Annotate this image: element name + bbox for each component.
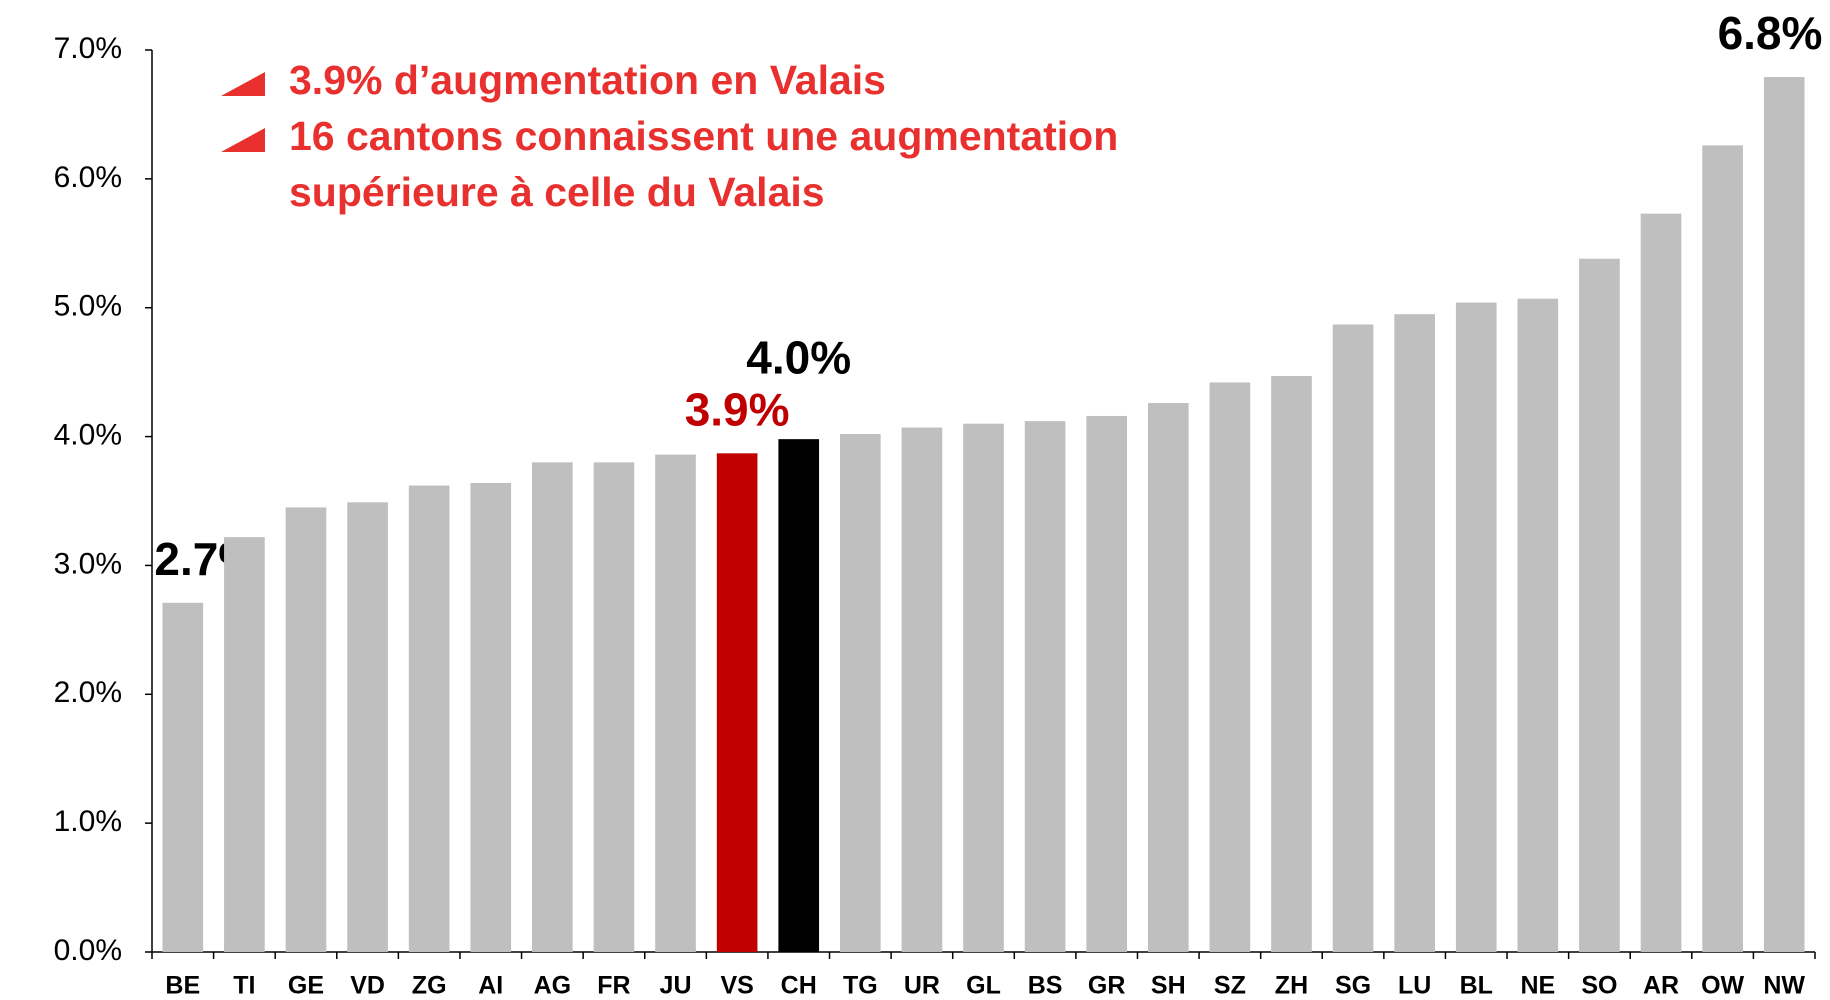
- x-tick-label: BS: [1028, 972, 1063, 1000]
- x-tick-label: SZ: [1214, 972, 1246, 1000]
- x-tick-label: GE: [288, 972, 324, 1000]
- x-tick-label: BE: [165, 972, 200, 1000]
- bar: [963, 423, 1004, 953]
- value-label: 6.8%: [1718, 7, 1823, 59]
- x-tick-label: VS: [720, 972, 753, 1000]
- bar: [1024, 421, 1066, 952]
- y-tick-label: 2.0%: [54, 676, 122, 709]
- y-tick-label: 6.0%: [54, 161, 122, 194]
- bar: [1332, 324, 1374, 953]
- x-tick-label: CH: [781, 972, 817, 1000]
- bullet: [221, 128, 265, 152]
- x-tick-label: LU: [1398, 972, 1431, 1000]
- value-label: 4.0%: [746, 331, 851, 383]
- x-tick-label: SG: [1335, 972, 1371, 1000]
- x-tick-label: UR: [904, 972, 940, 1000]
- annotation: 16 cantons connaissent une augmentation …: [221, 108, 1289, 220]
- x-tick-label: NW: [1763, 972, 1805, 1000]
- bar: [1763, 77, 1805, 952]
- y-tick-label: 7.0%: [54, 32, 122, 65]
- x-tick-label: TI: [233, 972, 255, 1000]
- y-tick-label: 0.0%: [54, 934, 122, 967]
- bar: [1271, 376, 1312, 953]
- bar: [162, 602, 204, 952]
- bar: [224, 537, 265, 952]
- bar: [839, 433, 881, 953]
- bar: [1517, 298, 1559, 952]
- x-tick-label: GL: [966, 972, 1001, 1000]
- x-tick-label: TG: [843, 972, 878, 1000]
- annotation-text: 16 cantons connaissent une augmentation …: [289, 113, 1119, 215]
- bar: [1147, 403, 1189, 952]
- bar: [655, 454, 696, 952]
- bar: [1579, 258, 1620, 953]
- x-tick-label: VD: [350, 972, 385, 1000]
- x-tick-label: FR: [597, 972, 630, 1000]
- bar: [408, 485, 450, 952]
- x-tick-label: NE: [1520, 972, 1555, 1000]
- y-tick-label: 4.0%: [54, 418, 122, 451]
- bar: [593, 462, 635, 952]
- x-tick-label: AR: [1643, 972, 1679, 1000]
- bar: [1209, 382, 1251, 952]
- y-tick-label: 5.0%: [54, 290, 122, 323]
- x-tick-label: AI: [478, 972, 503, 1000]
- x-tick-label: SH: [1151, 972, 1186, 1000]
- bar: [1086, 415, 1128, 952]
- bar: [778, 439, 820, 952]
- y-tick-label: 3.0%: [54, 547, 122, 580]
- bar: [470, 482, 512, 952]
- x-tick-label: AG: [534, 972, 572, 1000]
- x-tick-label: ZG: [412, 972, 447, 1000]
- x-tick-label: GR: [1088, 972, 1126, 1000]
- bar: [1455, 302, 1497, 952]
- bar: [901, 427, 943, 953]
- bar: [1640, 213, 1682, 953]
- y-tick-label: 1.0%: [54, 805, 122, 838]
- annotations: 3.9% d’augmentation en Valais 16 cantons…: [221, 52, 1289, 220]
- x-tick-label: ZH: [1275, 972, 1308, 1000]
- bar: [1702, 145, 1743, 953]
- bar: [1394, 314, 1435, 953]
- bar: [532, 462, 573, 952]
- annotation: 3.9% d’augmentation en Valais: [221, 52, 1289, 108]
- x-tick-label: BL: [1460, 972, 1493, 1000]
- value-label: 3.9%: [685, 383, 790, 435]
- bar: [347, 502, 388, 952]
- bullet: [221, 72, 265, 96]
- x-tick-label: JU: [660, 972, 692, 1000]
- bar: [285, 507, 327, 952]
- x-tick-label: OW: [1701, 972, 1744, 1000]
- annotation-text: 3.9% d’augmentation en Valais: [289, 57, 886, 103]
- x-tick-label: SO: [1581, 972, 1617, 1000]
- bar: [716, 453, 758, 952]
